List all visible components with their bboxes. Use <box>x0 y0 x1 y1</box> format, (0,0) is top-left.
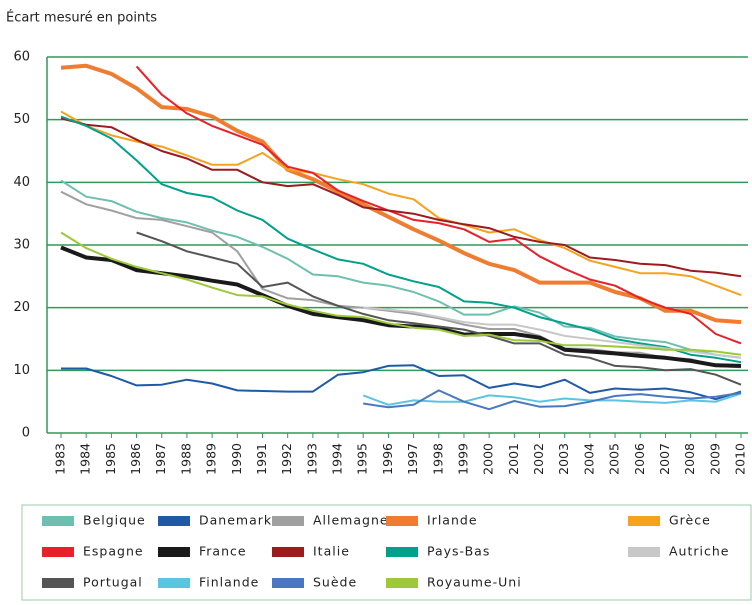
x-tick-label: 2010 <box>733 443 748 475</box>
x-tick-label: 2000 <box>481 443 496 475</box>
legend-box <box>21 504 752 601</box>
x-tick-label: 2006 <box>632 443 647 475</box>
legend-label: Royaume-Uni <box>427 575 522 590</box>
legend-swatch <box>386 547 418 557</box>
legend-swatch <box>386 516 418 526</box>
legend-label: Espagne <box>83 544 144 559</box>
legend-swatch <box>272 547 304 557</box>
legend-swatch <box>42 516 74 526</box>
legend-swatch <box>42 578 74 588</box>
series-line <box>135 65 742 345</box>
series-line <box>60 179 742 359</box>
series-line <box>60 117 742 278</box>
legend-label: Grèce <box>669 513 711 528</box>
legend-label: Finlande <box>199 575 259 590</box>
x-tick-label: 1997 <box>405 443 420 475</box>
series-line <box>60 231 742 356</box>
x-tick-label: 2003 <box>556 443 571 475</box>
legend-swatch <box>272 578 304 588</box>
legend-label: Suède <box>313 575 357 590</box>
legend-label: Pays-Bas <box>427 544 490 559</box>
legend-swatch <box>42 547 74 557</box>
legend-swatch <box>628 516 660 526</box>
legend-swatch <box>158 578 190 588</box>
x-tick-label: 2008 <box>682 443 697 475</box>
y-tick-label: 30 <box>13 238 30 253</box>
x-tick-label: 1985 <box>103 443 118 475</box>
x-tick-label: 1992 <box>279 443 294 475</box>
x-tick-label: 2005 <box>607 443 622 475</box>
x-tick-label: 1983 <box>53 443 68 475</box>
x-tick-label: 1986 <box>128 443 143 475</box>
y-tick-label: 40 <box>13 175 30 190</box>
x-tick-label: 2001 <box>506 443 521 475</box>
x-tick-label: 1996 <box>380 443 395 475</box>
chart-title: Écart mesuré en points <box>6 10 157 26</box>
legend-label: Portugal <box>83 575 143 590</box>
legend-label: France <box>199 544 247 559</box>
legend-label: Italie <box>313 544 350 559</box>
series-line <box>60 115 742 364</box>
legend-label: Irlande <box>427 513 478 528</box>
legend-swatch <box>628 547 660 557</box>
x-tick-label: 2002 <box>531 443 546 475</box>
x-tick-label: 1999 <box>455 443 470 475</box>
x-tick-label: 2004 <box>581 443 596 475</box>
y-tick-label: 50 <box>13 112 30 127</box>
series-line <box>363 389 742 411</box>
x-tick-label: 1991 <box>254 443 269 475</box>
series-line <box>61 364 742 401</box>
y-tick-label: 60 <box>13 50 30 65</box>
x-tick-label: 1988 <box>178 443 193 475</box>
y-tick-label: 20 <box>13 300 30 315</box>
legend-swatch <box>158 516 190 526</box>
x-tick-label: 1990 <box>229 443 244 475</box>
x-tick-label: 2007 <box>657 443 672 475</box>
legend-label: Autriche <box>669 544 729 559</box>
x-tick-label: 1993 <box>304 443 319 475</box>
legend-swatch <box>386 578 418 588</box>
x-tick-label: 1989 <box>204 443 219 475</box>
legend-swatch <box>158 547 190 557</box>
x-tick-label: 1998 <box>430 443 445 475</box>
legend-label: Danemark <box>199 513 272 528</box>
series-line <box>362 392 742 406</box>
x-tick-label: 1984 <box>78 443 93 475</box>
x-tick-label: 1994 <box>330 443 345 475</box>
series-line <box>60 190 742 369</box>
legend-label: Belgique <box>83 513 146 528</box>
x-tick-label: 1987 <box>153 443 168 475</box>
y-tick-label: 10 <box>13 363 30 378</box>
x-tick-label: 1995 <box>355 443 370 475</box>
series-line <box>60 63 742 325</box>
legend-swatch <box>272 516 304 526</box>
x-tick-label: 2009 <box>707 443 722 475</box>
legend-label: Allemagne <box>313 513 389 528</box>
series-line <box>60 110 742 297</box>
series-line <box>136 231 742 386</box>
y-tick-label: 0 <box>22 426 30 441</box>
